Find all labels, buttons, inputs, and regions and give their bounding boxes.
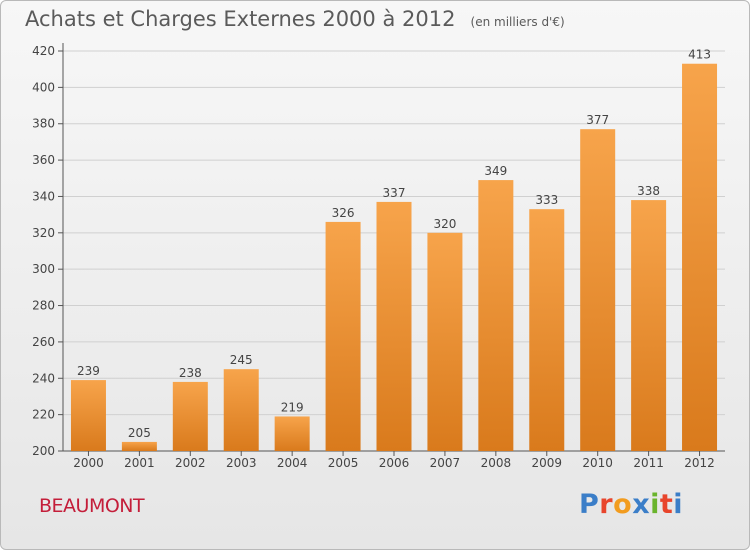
bar-2009	[529, 209, 565, 451]
x-tick-label-2005: 2005	[328, 456, 359, 470]
logo-letter: t	[659, 489, 674, 520]
value-label-2004: 219	[281, 400, 304, 414]
y-tick-label: 280	[32, 299, 55, 313]
value-label-2003: 245	[230, 353, 253, 367]
bar-2008	[478, 180, 514, 451]
bar-2005	[325, 221, 361, 451]
y-tick-label: 360	[32, 153, 55, 167]
logo-letter: o	[613, 489, 633, 520]
bar-2001	[121, 441, 157, 451]
y-tick-label: 300	[32, 262, 55, 276]
logo-letter: i	[650, 489, 660, 520]
value-label-2005: 326	[332, 206, 355, 220]
y-tick-label: 380	[32, 117, 55, 131]
bar-2010	[580, 129, 616, 451]
y-tick-label: 420	[32, 44, 55, 58]
x-tick-label-2011: 2011	[633, 456, 664, 470]
chart-unit: (en milliers d'€)	[470, 15, 565, 29]
bar-2007	[427, 232, 463, 451]
value-label-2006: 337	[383, 186, 406, 200]
x-tick-label-2003: 2003	[226, 456, 257, 470]
value-label-2009: 333	[535, 193, 558, 207]
logo-letter: i	[673, 489, 684, 520]
x-tick-label-2001: 2001	[124, 456, 155, 470]
x-tick-label-2012: 2012	[684, 456, 715, 470]
x-tick-label-2000: 2000	[73, 456, 104, 470]
value-label-2007: 320	[433, 217, 456, 231]
logo-letter: r	[599, 489, 614, 520]
logo-letter: P	[579, 489, 600, 520]
value-label-2012: 413	[688, 48, 711, 62]
y-tick-label: 200	[32, 444, 55, 458]
bar-2011	[631, 200, 667, 451]
bar-2003	[223, 369, 259, 451]
value-label-2000: 239	[77, 364, 100, 378]
value-label-2008: 349	[484, 164, 507, 178]
bar-2004	[274, 416, 310, 451]
x-tick-label-2002: 2002	[175, 456, 206, 470]
proxiti-logo: Proxiti	[579, 489, 683, 520]
y-tick-label: 340	[32, 189, 55, 203]
x-tick-label-2009: 2009	[531, 456, 562, 470]
x-tick-label-2008: 2008	[481, 456, 512, 470]
bar-2012	[682, 63, 718, 452]
y-tick-label: 320	[32, 226, 55, 240]
x-tick-label-2010: 2010	[582, 456, 613, 470]
x-tick-label-2007: 2007	[430, 456, 461, 470]
y-tick-label: 240	[32, 371, 55, 385]
y-tick-label: 400	[32, 80, 55, 94]
x-tick-label-2006: 2006	[379, 456, 410, 470]
chart-title-block: Achats et Charges Externes 2000 à 2012 (…	[25, 7, 565, 31]
chart-title: Achats et Charges Externes 2000 à 2012	[25, 7, 456, 31]
value-label-2002: 238	[179, 366, 202, 380]
value-label-2001: 205	[128, 426, 151, 440]
city-name: BEAUMONT	[39, 495, 145, 517]
bar-2000	[70, 380, 106, 451]
bar-2002	[172, 381, 208, 451]
y-tick-label: 260	[32, 335, 55, 349]
logo-letter: x	[632, 489, 651, 520]
y-tick-label: 220	[32, 408, 55, 422]
bar-2006	[376, 201, 412, 451]
value-label-2010: 377	[586, 113, 609, 127]
x-tick-label-2004: 2004	[277, 456, 308, 470]
value-label-2011: 338	[637, 184, 660, 198]
